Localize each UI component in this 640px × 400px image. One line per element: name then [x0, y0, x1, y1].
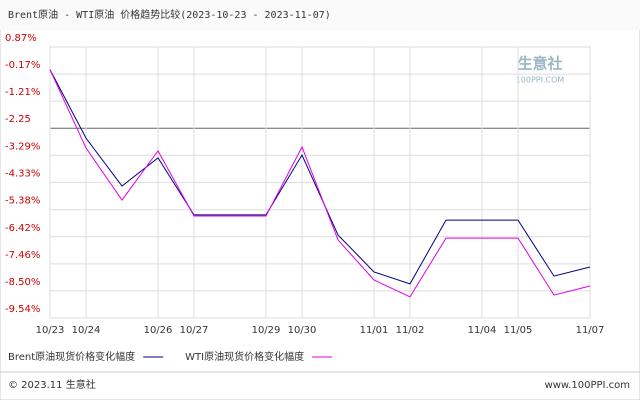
y-tick-label: -1.21%	[5, 87, 40, 98]
x-tick-label: 11/05	[504, 325, 533, 336]
y-tick-label: -0.17%	[5, 60, 40, 71]
y-tick-label: -8.50%	[5, 277, 40, 288]
x-tick-label: 10/27	[180, 325, 209, 336]
x-tick-label: 11/01	[360, 325, 389, 336]
x-tick-label: 10/29	[252, 325, 281, 336]
x-tick-label: 11/04	[468, 325, 497, 336]
y-tick-label: -7.46%	[5, 250, 40, 261]
x-tick-label: 10/24	[72, 325, 101, 336]
y-tick-label: -2.25	[5, 114, 31, 125]
x-tick-label: 10/30	[288, 325, 317, 336]
y-tick-label: 0.87%	[5, 33, 37, 44]
series-line	[49, 69, 591, 298]
y-tick-label: -9.54%	[5, 304, 40, 315]
series-line	[49, 69, 591, 285]
y-tick-label: -3.29%	[5, 141, 40, 152]
watermark: 100PPI.COM	[516, 76, 565, 85]
x-tick-label: 10/23	[36, 325, 65, 336]
x-tick-label: 11/02	[396, 325, 425, 336]
watermark: 生意社	[517, 55, 562, 73]
y-tick-label: -5.38%	[5, 196, 40, 207]
source: www.100PPI.com	[545, 380, 630, 391]
x-tick-label: 11/07	[576, 325, 605, 336]
title-bar	[0, 0, 640, 30]
copyright: © 2023.11 生意社	[8, 378, 96, 391]
legend-label: Brent原油现货价格变化幅度	[8, 350, 135, 363]
x-tick-label: 10/26	[144, 325, 173, 336]
y-tick-label: -6.42%	[5, 223, 40, 234]
y-tick-label: -4.33%	[5, 168, 40, 179]
chart-title: Brent原油 - WTI原油 价格趋势比较(2023-10-23 - 2023…	[8, 8, 331, 21]
legend-label: WTI原油现货价格变化幅度	[185, 350, 304, 363]
